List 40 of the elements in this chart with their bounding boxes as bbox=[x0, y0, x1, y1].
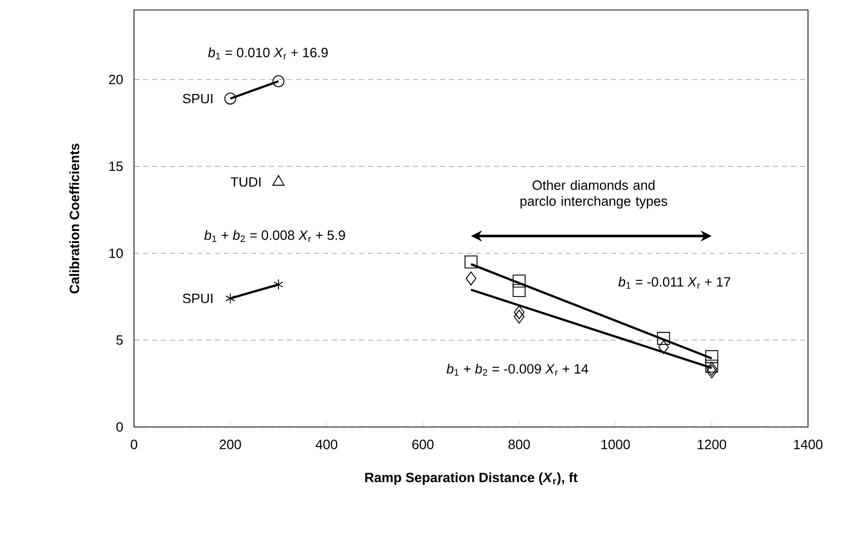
point bbox=[706, 362, 718, 376]
point bbox=[514, 305, 524, 320]
y-tick-label: 5 bbox=[116, 335, 123, 345]
annotation: b$_{1}$ = -0.011 X$_{r}$ + 17 bbox=[618, 276, 730, 289]
point bbox=[657, 332, 670, 345]
x-tick-label: 1400 bbox=[794, 440, 822, 450]
series-label: SPUI bbox=[182, 294, 212, 304]
point bbox=[705, 360, 718, 373]
point bbox=[706, 364, 718, 378]
point bbox=[274, 279, 284, 290]
point bbox=[224, 92, 236, 105]
point bbox=[512, 274, 526, 288]
y-tick-label: 20 bbox=[109, 74, 123, 84]
x-tick-label: 800 bbox=[508, 440, 530, 450]
series-label: TUDI bbox=[230, 177, 261, 187]
y-axis-title: Calibration Coefficients bbox=[69, 144, 80, 294]
point bbox=[658, 340, 669, 354]
point bbox=[514, 310, 524, 324]
x-tick-label: 1000 bbox=[602, 440, 630, 450]
series-label: SPUI bbox=[182, 94, 212, 104]
annotation: Other diamonds and parclo interchange types bbox=[520, 180, 668, 209]
point bbox=[466, 271, 476, 286]
y-tick-label: 10 bbox=[109, 248, 123, 258]
x-tick-label: 0 bbox=[130, 440, 138, 450]
x-tick-label: 400 bbox=[316, 440, 338, 450]
x-tick-label: 1200 bbox=[698, 440, 726, 450]
point bbox=[464, 255, 478, 268]
text: b$_{1}$ + b$_{2}$ = -0.009 X$_{r}$ + 14 bbox=[446, 364, 588, 376]
annotation: b$_{1}$ = 0.010 X$_{r}$ + 16.9 bbox=[208, 47, 328, 60]
point bbox=[272, 75, 284, 88]
point bbox=[512, 284, 526, 298]
x-tick-label: 200 bbox=[220, 440, 241, 450]
x-tick-label: 600 bbox=[412, 440, 434, 450]
y-tick-label: 0 bbox=[116, 422, 123, 432]
text: b$_{1}$ + b$_{2}$ = 0.008 X$_{r}$ + 5.9 bbox=[204, 230, 345, 242]
point bbox=[272, 175, 285, 186]
point bbox=[705, 350, 718, 364]
point bbox=[226, 292, 236, 304]
x-axis-title: Ramp Separation Distance (X$_{r}$), ft bbox=[365, 472, 578, 485]
y-tick-label: 15 bbox=[109, 162, 123, 172]
